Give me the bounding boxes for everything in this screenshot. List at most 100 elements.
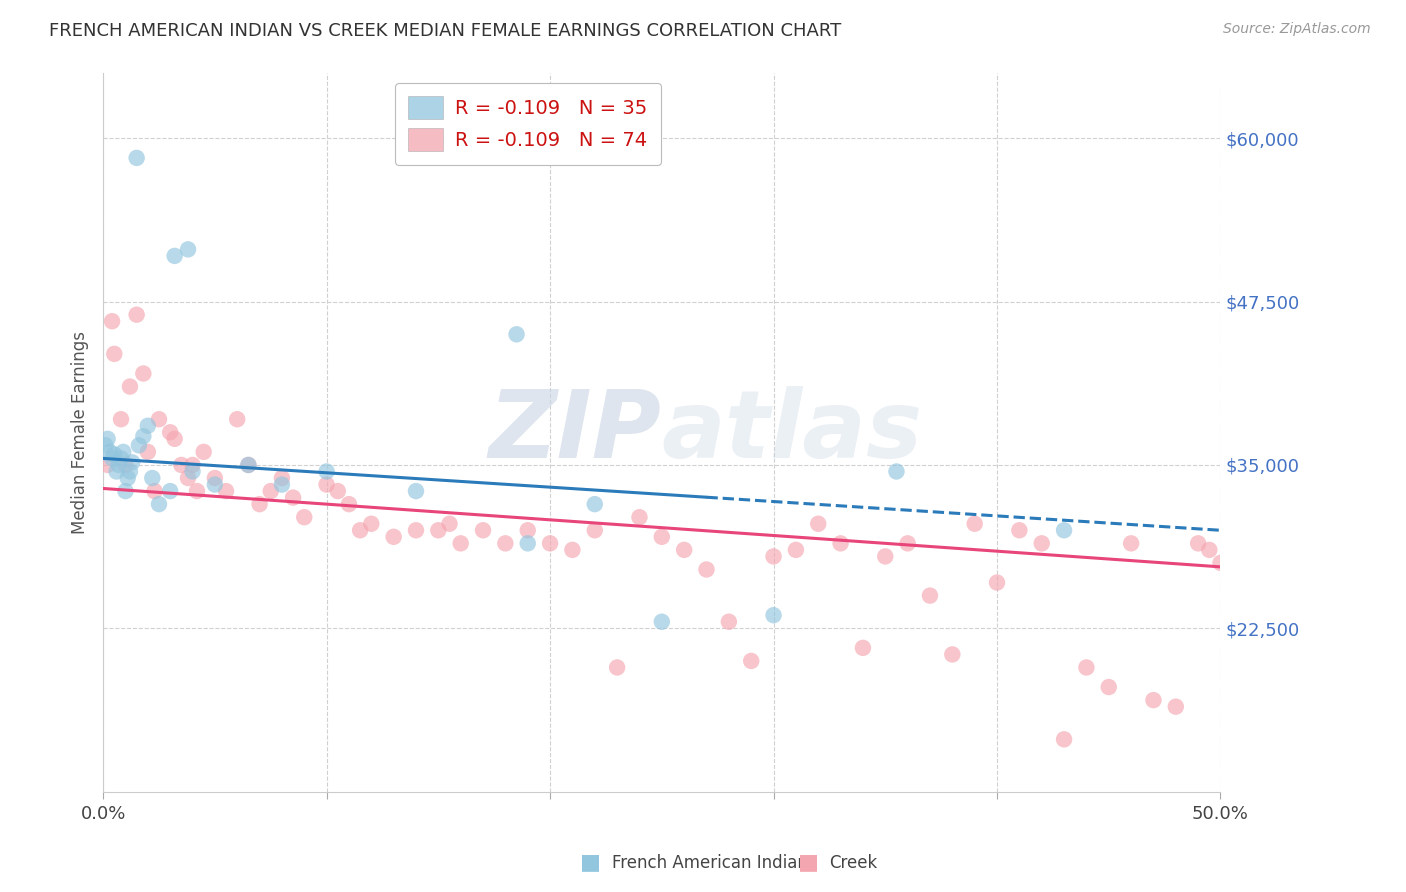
Point [181, 465, 204, 479]
Point [1008, 523, 1031, 537]
Point [583, 523, 606, 537]
Point [897, 536, 920, 550]
Point [326, 484, 349, 499]
Point [494, 536, 516, 550]
Text: ■: ■ [581, 853, 600, 872]
Point [516, 523, 538, 537]
Point [238, 458, 260, 472]
Point [1198, 542, 1220, 557]
Point [118, 465, 141, 479]
Text: Source: ZipAtlas.com: Source: ZipAtlas.com [1223, 22, 1371, 37]
Point [918, 589, 941, 603]
Point [249, 497, 271, 511]
Point [204, 477, 226, 491]
Point [132, 367, 155, 381]
Point [538, 536, 561, 550]
Point [963, 516, 986, 531]
Point [177, 243, 200, 257]
Point [651, 530, 673, 544]
Point [186, 484, 208, 499]
Point [472, 523, 495, 537]
Point [159, 484, 181, 499]
Point [405, 484, 427, 499]
Point [337, 497, 360, 511]
Point [271, 477, 294, 491]
Point [143, 484, 166, 499]
Point [177, 471, 200, 485]
Y-axis label: Median Female Earnings: Median Female Earnings [72, 331, 89, 533]
Point [105, 465, 128, 479]
Point [141, 471, 163, 485]
Point [118, 379, 141, 393]
Point [215, 484, 238, 499]
Point [382, 530, 405, 544]
Point [315, 477, 337, 491]
Point [103, 448, 125, 462]
Point [97, 458, 120, 472]
Point [101, 314, 124, 328]
Point [136, 418, 159, 433]
Point [886, 465, 908, 479]
Point [740, 654, 762, 668]
Point [125, 151, 148, 165]
Point [1232, 549, 1254, 564]
Text: atlas: atlas [662, 386, 924, 478]
Point [561, 542, 583, 557]
Point [97, 432, 120, 446]
Point [112, 445, 135, 459]
Point [121, 455, 143, 469]
Point [114, 458, 136, 472]
Point [852, 640, 875, 655]
Point [125, 308, 148, 322]
Point [163, 249, 186, 263]
Point [807, 516, 830, 531]
Point [181, 458, 204, 472]
Point [1209, 556, 1232, 570]
Point [717, 615, 740, 629]
Point [117, 471, 139, 485]
Legend: R = -0.109   N = 35, R = -0.109   N = 74: R = -0.109 N = 35, R = -0.109 N = 74 [395, 83, 661, 164]
Point [673, 542, 696, 557]
Point [516, 536, 538, 550]
Point [606, 660, 628, 674]
Text: Creek: Creek [830, 855, 877, 872]
Point [505, 327, 527, 342]
Point [651, 615, 673, 629]
Point [1187, 536, 1209, 550]
Point [132, 429, 155, 443]
Point [136, 445, 159, 459]
Point [695, 562, 717, 576]
Point [583, 497, 606, 511]
Point [762, 549, 785, 564]
Point [148, 497, 170, 511]
Point [360, 516, 382, 531]
Point [204, 471, 226, 485]
Text: French American Indians: French American Indians [612, 855, 817, 872]
Point [875, 549, 897, 564]
Point [281, 491, 304, 505]
Point [1098, 680, 1121, 694]
Text: ■: ■ [799, 853, 818, 872]
Point [450, 536, 472, 550]
Point [107, 458, 129, 472]
Point [148, 412, 170, 426]
Point [110, 412, 132, 426]
Point [762, 608, 785, 623]
Text: ZIP: ZIP [489, 386, 662, 478]
Point [292, 510, 315, 524]
Point [405, 523, 427, 537]
Point [159, 425, 181, 440]
Point [128, 438, 150, 452]
Point [1142, 693, 1164, 707]
Point [1031, 536, 1053, 550]
Point [170, 458, 193, 472]
Point [785, 542, 807, 557]
Point [103, 347, 125, 361]
Point [830, 536, 852, 550]
Point [163, 432, 186, 446]
Point [315, 465, 337, 479]
Point [427, 523, 450, 537]
Point [271, 471, 294, 485]
Point [260, 484, 283, 499]
Point [110, 451, 132, 466]
